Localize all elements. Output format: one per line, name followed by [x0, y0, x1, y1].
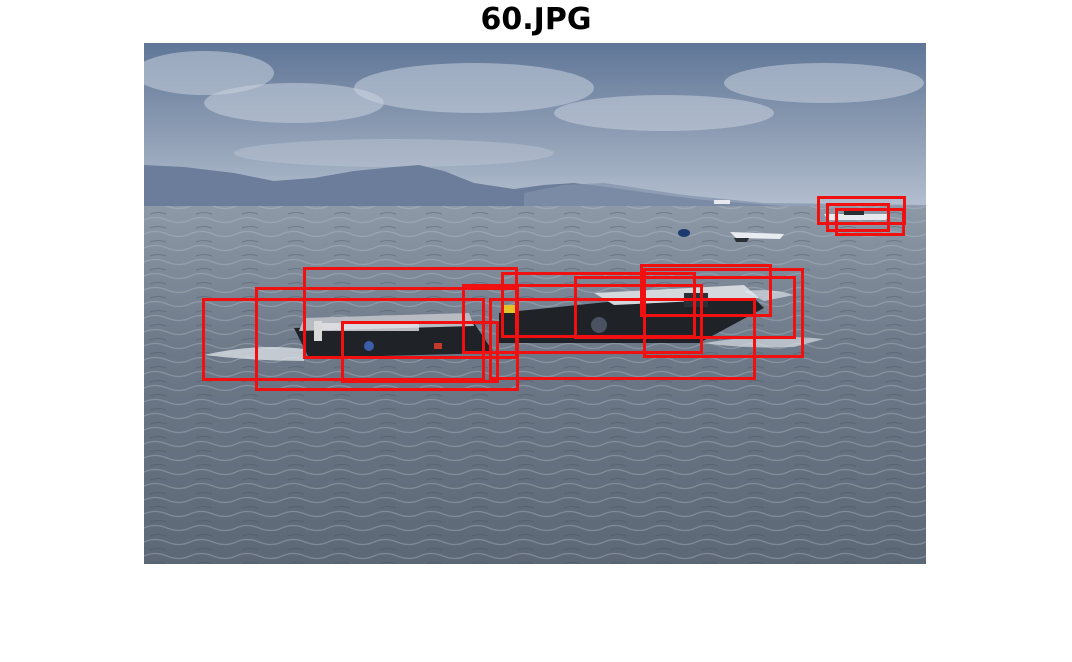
clouds: [144, 51, 924, 167]
buoy: [678, 229, 690, 237]
small-boat-hull: [734, 238, 749, 242]
detection-box: [255, 287, 519, 391]
scene-graphic: [144, 43, 926, 564]
detection-box: [826, 203, 890, 232]
distant-ship: [714, 200, 730, 204]
mountains: [144, 165, 926, 213]
waves: [144, 206, 926, 564]
small-boat: [730, 232, 784, 239]
detection-box: [640, 264, 772, 317]
far-boat: [824, 214, 889, 220]
detection-box: [574, 276, 796, 339]
detection-box: [643, 268, 804, 358]
image-title: 60.JPG: [480, 2, 592, 37]
detection-box: [835, 208, 905, 236]
detection-box: [462, 284, 703, 354]
detection-box: [489, 298, 756, 380]
photo: [144, 43, 926, 564]
far-hills: [524, 183, 926, 211]
